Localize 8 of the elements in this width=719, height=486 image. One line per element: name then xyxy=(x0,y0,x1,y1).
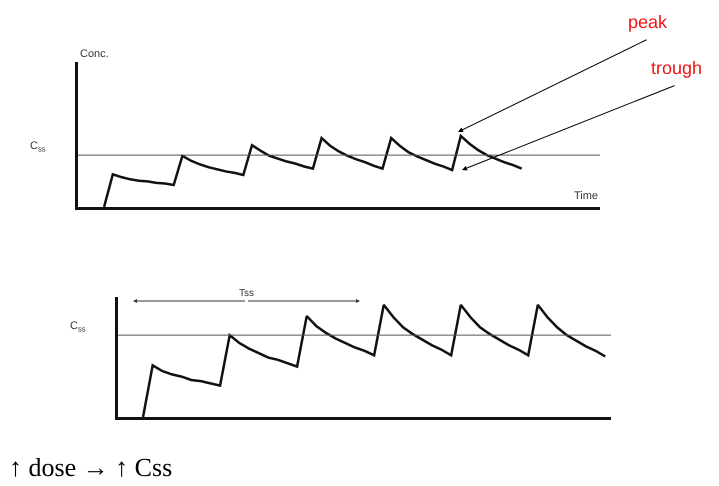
ref-line-label: C$_{ss}$ xyxy=(30,140,46,154)
x-axis-title: Time xyxy=(574,190,598,202)
ref-line-label: C$_{ss}$ xyxy=(70,320,86,334)
text: peak xyxy=(628,12,668,32)
text: ↑ dose → ↑ Css xyxy=(9,453,172,482)
y-axis-title: Conc. xyxy=(80,48,109,60)
text: Tss xyxy=(239,288,254,299)
text: trough xyxy=(651,58,702,78)
